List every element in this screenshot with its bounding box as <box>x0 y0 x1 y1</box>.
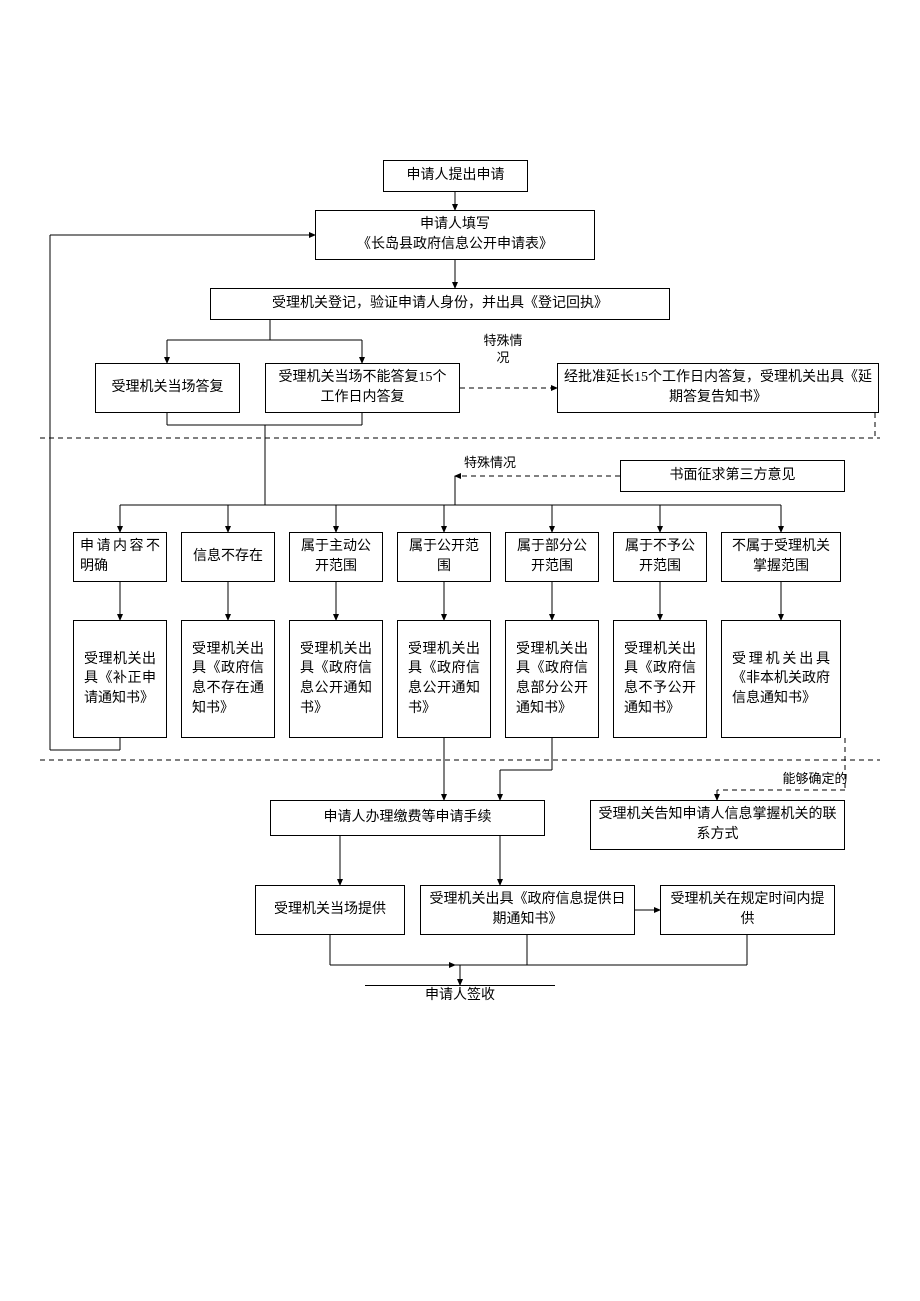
node-text: 受理机关出具《政府信息公开通知书》 <box>408 640 480 718</box>
cat-other: 不属于受理机关掌握范围 <box>721 532 841 582</box>
node-text: 受理机关出具《政府信息不存在通知书》 <box>192 640 264 718</box>
node-text: 受理机关当场不能答复15个工作日内答复 <box>272 368 453 407</box>
node-thirdparty: 书面征求第三方意见 <box>620 460 845 492</box>
label-text: 能够确定的 <box>782 771 847 786</box>
proc-provide-date: 受理机关出具《政府信息提供日期通知书》 <box>420 885 635 935</box>
node-text: 申请内容不明确 <box>80 537 160 576</box>
res-open1: 受理机关出具《政府信息公开通知书》 <box>289 620 383 738</box>
node-extend: 经批准延长15个工作日内答复，受理机关出具《延期答复告知书》 <box>557 363 879 413</box>
cat-partial: 属于部分公开范围 <box>505 532 599 582</box>
node-text: 经批准延长15个工作日内答复，受理机关出具《延期答复告知书》 <box>564 368 872 407</box>
node-text: 受理机关出具《政府信息公开通知书》 <box>300 640 372 718</box>
node-text: 受理机关当场答复 <box>112 378 224 398</box>
res-notexist: 受理机关出具《政府信息不存在通知书》 <box>181 620 275 738</box>
node-text: 受理机关出具《政府信息部分公开通知书》 <box>516 640 588 718</box>
node-text: 申请人办理缴费等申请手续 <box>324 808 492 828</box>
cat-open: 属于公开范围 <box>397 532 491 582</box>
node-text-line1: 申请人填写 <box>420 215 490 235</box>
node-apply: 申请人提出申请 <box>383 160 528 192</box>
node-text: 属于部分公开范围 <box>512 537 592 576</box>
label-special-2: 特殊情况 <box>455 454 525 472</box>
res-deny: 受理机关出具《政府信息不予公开通知书》 <box>613 620 707 738</box>
node-text: 受理机关在规定时间内提供 <box>667 890 828 929</box>
cat-proactive: 属于主动公开范围 <box>289 532 383 582</box>
node-text: 属于主动公开范围 <box>296 537 376 576</box>
node-text: 受理机关出具《补正申请通知书》 <box>84 650 156 709</box>
node-text: 信息不存在 <box>193 547 263 567</box>
node-text: 受理机关当场提供 <box>274 900 386 920</box>
proc-inform: 受理机关告知申请人信息掌握机关的联系方式 <box>590 800 845 850</box>
res-partial: 受理机关出具《政府信息部分公开通知书》 <box>505 620 599 738</box>
node-text: 受理机关出具《政府信息不予公开通知书》 <box>624 640 696 718</box>
node-register: 受理机关登记，验证申请人身份，并出具《登记回执》 <box>210 288 670 320</box>
node-text: 受理机关出具《政府信息提供日期通知书》 <box>427 890 628 929</box>
node-text: 申请人签收 <box>425 988 495 1003</box>
proc-fee: 申请人办理缴费等申请手续 <box>270 800 545 836</box>
proc-provide-time: 受理机关在规定时间内提供 <box>660 885 835 935</box>
node-fillform: 申请人填写 《长岛县政府信息公开申请表》 <box>315 210 595 260</box>
proc-provide-now: 受理机关当场提供 <box>255 885 405 935</box>
node-text-line2: 《长岛县政府信息公开申请表》 <box>357 235 553 255</box>
res-other: 受理机关出具《非本机关政府信息通知书》 <box>721 620 841 738</box>
node-text: 申请人提出申请 <box>407 166 505 186</box>
node-text: 属于公开范围 <box>404 537 484 576</box>
node-signoff: 申请人签收 <box>365 985 555 1009</box>
node-reply-15d: 受理机关当场不能答复15个工作日内答复 <box>265 363 460 413</box>
node-text: 受理机关登记，验证申请人身份，并出具《登记回执》 <box>272 294 608 314</box>
node-text: 受理机关告知申请人信息掌握机关的联系方式 <box>597 805 838 844</box>
label-special-1: 特殊情况 <box>478 333 528 367</box>
label-text: 特殊情况 <box>464 455 516 470</box>
cat-deny: 属于不予公开范围 <box>613 532 707 582</box>
cat-notexist: 信息不存在 <box>181 532 275 582</box>
node-reply-now: 受理机关当场答复 <box>95 363 240 413</box>
label-confirm: 能够确定的 <box>770 770 860 788</box>
res-open2: 受理机关出具《政府信息公开通知书》 <box>397 620 491 738</box>
cat-unclear: 申请内容不明确 <box>73 532 167 582</box>
label-text: 特殊情况 <box>483 333 522 365</box>
node-text: 书面征求第三方意见 <box>670 466 796 486</box>
res-correction: 受理机关出具《补正申请通知书》 <box>73 620 167 738</box>
node-text: 属于不予公开范围 <box>620 537 700 576</box>
node-text: 不属于受理机关掌握范围 <box>728 537 834 576</box>
node-text: 受理机关出具《非本机关政府信息通知书》 <box>732 650 830 709</box>
